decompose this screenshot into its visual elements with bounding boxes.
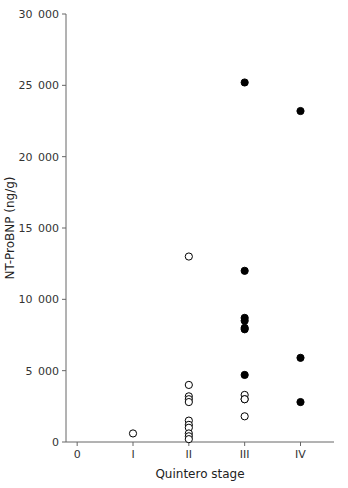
point bbox=[241, 396, 248, 403]
point bbox=[297, 354, 304, 361]
point bbox=[241, 267, 248, 274]
y-tick bbox=[62, 14, 66, 15]
point bbox=[241, 326, 248, 333]
y-tick-label: 25 000 bbox=[19, 79, 60, 92]
x-tick-label: I bbox=[131, 448, 134, 461]
x-axis-line bbox=[66, 442, 334, 443]
x-tick bbox=[300, 442, 301, 446]
y-tick-label: 10 000 bbox=[19, 293, 60, 306]
y-tick bbox=[62, 442, 66, 443]
point bbox=[241, 371, 248, 378]
y-tick bbox=[62, 370, 66, 371]
point bbox=[241, 413, 248, 420]
y-tick bbox=[62, 85, 66, 86]
point bbox=[185, 381, 192, 388]
y-axis-label: NT-ProBNP (ng/g) bbox=[3, 176, 17, 279]
point bbox=[297, 107, 304, 114]
point bbox=[185, 398, 192, 405]
x-tick-label: III bbox=[240, 448, 250, 461]
x-tick bbox=[77, 442, 78, 446]
x-tick-label: II bbox=[186, 448, 193, 461]
y-tick-label: 30 000 bbox=[19, 8, 60, 21]
x-tick-label: IV bbox=[295, 448, 306, 461]
x-tick-label: 0 bbox=[74, 448, 81, 461]
y-tick bbox=[62, 228, 66, 229]
y-tick-label: 15 000 bbox=[19, 222, 60, 235]
y-tick-label: 0 bbox=[52, 436, 59, 449]
y-tick-label: 20 000 bbox=[19, 151, 60, 164]
x-tick bbox=[244, 442, 245, 446]
chart: 0IIIIIIIV05 00010 00015 00020 00025 0003… bbox=[0, 0, 348, 488]
point bbox=[185, 436, 192, 443]
point bbox=[185, 253, 192, 260]
y-tick-label: 5 000 bbox=[26, 365, 60, 378]
plot-area bbox=[129, 79, 304, 443]
point bbox=[241, 317, 248, 324]
background bbox=[0, 0, 348, 488]
series bbox=[129, 253, 248, 443]
point bbox=[297, 398, 304, 405]
point bbox=[241, 396, 248, 403]
y-tick bbox=[62, 299, 66, 300]
series bbox=[241, 79, 304, 406]
x-tick bbox=[133, 442, 134, 446]
y-tick bbox=[62, 156, 66, 157]
x-axis-label: Quintero stage bbox=[155, 467, 244, 481]
point bbox=[241, 79, 248, 86]
point bbox=[129, 430, 136, 437]
